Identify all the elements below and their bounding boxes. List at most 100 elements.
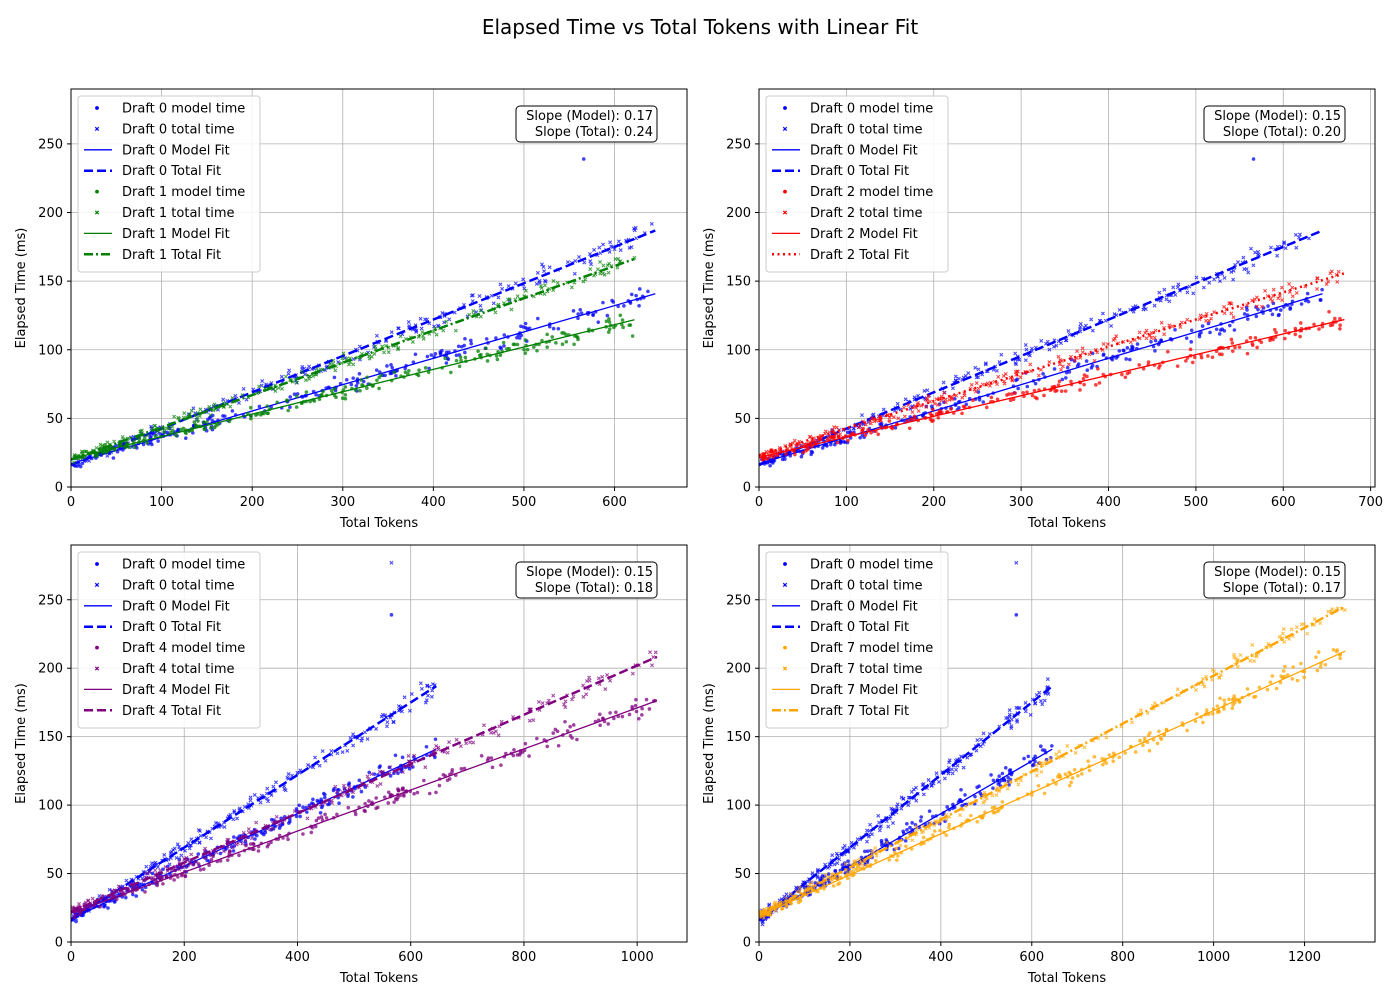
data-point: [838, 874, 842, 879]
data-point: [359, 378, 364, 382]
data-point: [612, 325, 616, 330]
data-point: [1318, 621, 1323, 626]
data-point: [606, 330, 611, 334]
data-point: [927, 809, 932, 813]
data-point: [1298, 321, 1303, 325]
data-point: [633, 703, 638, 708]
data-point: [1282, 241, 1287, 246]
data-point: [815, 870, 820, 875]
data-point: [389, 560, 394, 565]
data-point: [178, 427, 183, 432]
data-point: [231, 849, 236, 853]
data-point: [905, 821, 909, 826]
data-point: [228, 812, 233, 817]
data-point: [314, 392, 318, 397]
data-point: [1054, 752, 1059, 757]
data-point: [345, 748, 350, 753]
data-point: [406, 759, 411, 764]
data-point: [863, 433, 868, 437]
data-point: [1117, 307, 1122, 312]
data-point: [396, 346, 401, 351]
data-point: [576, 316, 580, 321]
data-point: [169, 849, 174, 854]
data-point: [1287, 281, 1292, 286]
data-point: [829, 442, 833, 447]
data-point: [1166, 349, 1170, 354]
data-point: [869, 832, 874, 837]
fit-line: [759, 685, 1054, 922]
data-point: [241, 830, 246, 835]
legend-label: Draft 4 Total Fit: [122, 704, 221, 719]
data-point: [895, 401, 900, 406]
data-point: [1227, 323, 1232, 328]
data-point: [249, 836, 254, 841]
data-point: [237, 806, 242, 811]
data-point: [176, 875, 180, 879]
data-point: [202, 427, 207, 432]
data-point: [1082, 745, 1087, 750]
data-point: [343, 396, 348, 401]
data-point: [1204, 708, 1209, 712]
data-point: [269, 817, 274, 822]
data-point: [1103, 318, 1108, 323]
data-point: [823, 872, 828, 877]
legend-label: Draft 0 Total Fit: [810, 620, 909, 635]
data-point: [571, 694, 576, 699]
data-point: [522, 347, 526, 352]
data-point: [192, 420, 197, 424]
data-point: [1214, 327, 1219, 332]
data-point: [424, 698, 429, 703]
data-point: [873, 858, 878, 863]
y-tick-label: 0: [55, 936, 63, 951]
data-point: [1148, 731, 1152, 735]
data-point: [177, 844, 182, 849]
legend-label: Draft 1 model time: [122, 185, 245, 200]
data-point: [72, 460, 77, 465]
data-point: [1137, 330, 1142, 335]
data-point: [1021, 390, 1026, 395]
data-point: [1029, 346, 1034, 351]
data-point: [478, 308, 483, 313]
data-point: [1306, 236, 1311, 241]
data-point: [974, 748, 979, 753]
series-draft-2-total-time: [759, 269, 1341, 459]
data-point: [1026, 754, 1031, 759]
data-point: [997, 774, 1002, 778]
data-point: [367, 356, 372, 361]
data-point: [1039, 769, 1044, 774]
data-point: [1320, 324, 1325, 329]
data-point: [797, 439, 802, 444]
data-point: [848, 870, 853, 874]
data-point: [254, 833, 259, 838]
x-tick-label: 400: [928, 950, 953, 965]
data-point: [1270, 674, 1275, 678]
data-point: [600, 716, 605, 721]
data-point: [1204, 674, 1209, 679]
data-point: [1252, 659, 1257, 664]
data-point: [434, 332, 439, 337]
data-point: [1241, 255, 1246, 260]
data-point: [975, 820, 980, 824]
data-point: [1276, 296, 1281, 301]
legend-label: Draft 2 Model Fit: [810, 227, 918, 242]
x-tick-label: 0: [755, 950, 763, 965]
data-point: [550, 335, 555, 339]
data-point: [389, 362, 393, 367]
legend-marker: [95, 562, 99, 566]
data-point: [1283, 664, 1287, 669]
data-point: [1153, 349, 1157, 353]
x-tick-label: 1200: [1288, 950, 1321, 965]
data-point: [961, 765, 966, 770]
data-point: [1231, 696, 1236, 701]
data-point: [1104, 735, 1109, 740]
data-point: [292, 392, 297, 396]
data-point: [932, 829, 937, 833]
data-point: [919, 815, 924, 819]
data-point: [282, 817, 287, 822]
data-point: [907, 426, 912, 431]
legend-marker: [782, 582, 788, 588]
data-point: [1057, 379, 1062, 384]
data-point: [228, 849, 232, 854]
data-point: [385, 720, 390, 725]
data-point: [1087, 768, 1092, 773]
